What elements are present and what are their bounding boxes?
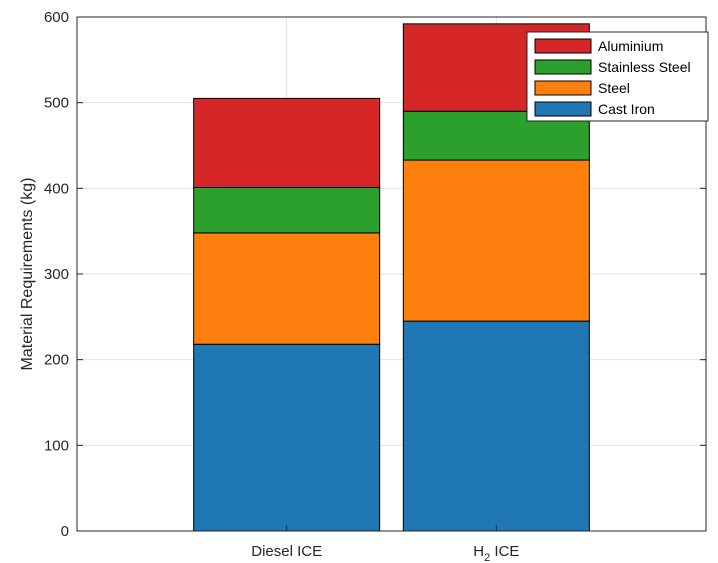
legend-swatch bbox=[534, 38, 592, 54]
y-tick-label: 600 bbox=[44, 9, 69, 26]
legend-label: Steel bbox=[598, 80, 630, 96]
bar-segment-stainless-steel bbox=[193, 186, 381, 234]
legend-swatch bbox=[534, 59, 592, 75]
legend: Aluminium Stainless Steel Steel Cast Iron bbox=[526, 31, 709, 122]
y-tick-label: 400 bbox=[44, 180, 69, 197]
bar-segment-cast-iron bbox=[402, 320, 590, 532]
y-tick-label: 500 bbox=[44, 95, 69, 112]
bar-segment-steel bbox=[193, 232, 381, 345]
y-axis-label: Material Requirements (kg) bbox=[19, 178, 36, 371]
bar-segment-steel bbox=[402, 159, 590, 322]
y-tick-label: 200 bbox=[44, 352, 69, 369]
legend-label: Aluminium bbox=[598, 38, 663, 54]
y-tick-label: 300 bbox=[44, 266, 69, 283]
x-tick-label: H2 ICE bbox=[473, 543, 519, 563]
x-tick-label: Diesel ICE bbox=[251, 543, 322, 560]
y-tick-label: 0 bbox=[61, 523, 69, 540]
legend-swatch bbox=[534, 80, 592, 96]
bar-segment-cast-iron bbox=[193, 343, 381, 532]
y-axis-ticks: 0 100 200 300 400 500 600 bbox=[44, 9, 706, 540]
bar-segment-aluminium bbox=[193, 97, 381, 188]
legend-swatch bbox=[534, 101, 592, 117]
legend-label: Stainless Steel bbox=[598, 59, 691, 75]
x-axis-ticks: Diesel ICE H2 ICE bbox=[251, 525, 519, 563]
legend-label: Cast Iron bbox=[598, 101, 655, 117]
y-tick-label: 100 bbox=[44, 437, 69, 454]
